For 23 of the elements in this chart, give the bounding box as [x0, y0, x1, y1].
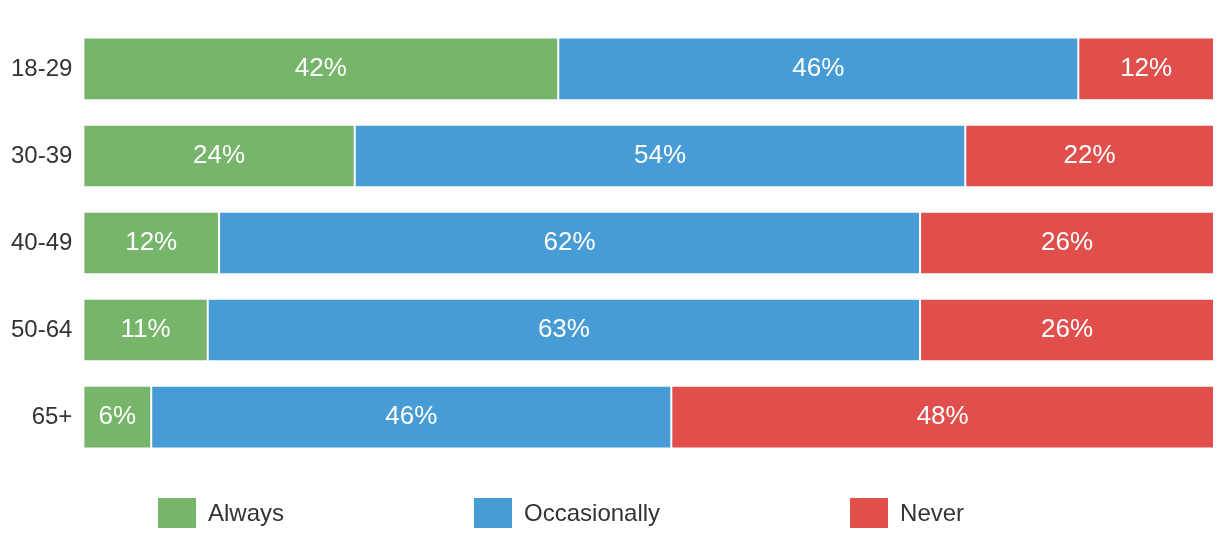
y-tick-label: 30-39: [10, 140, 73, 168]
y-tick-label: 65+: [31, 401, 73, 429]
data-label: 26%: [1041, 226, 1094, 257]
data-label: 42%: [294, 52, 347, 83]
data-label: 26%: [1041, 313, 1094, 344]
data-label: 46%: [385, 400, 438, 431]
y-tick-label: 40-49: [10, 227, 73, 255]
y-tick-label: 50-64: [10, 314, 73, 342]
data-label: 22%: [1063, 139, 1116, 170]
data-label: 6%: [98, 400, 137, 431]
data-label: 12%: [1120, 52, 1173, 83]
legend-label: Never: [900, 499, 965, 527]
y-tick-label: 18-29: [10, 53, 73, 81]
legend-label: Occasionally: [524, 499, 661, 527]
data-label: 24%: [193, 139, 246, 170]
data-label: 11%: [120, 313, 171, 344]
data-label: 62%: [543, 226, 596, 257]
data-label: 46%: [792, 52, 845, 83]
data-label: 48%: [916, 400, 969, 431]
data-label: 54%: [633, 139, 687, 170]
legend-label: Always: [208, 499, 285, 527]
data-label: 12%: [125, 226, 178, 257]
data-label: 63%: [537, 313, 590, 344]
